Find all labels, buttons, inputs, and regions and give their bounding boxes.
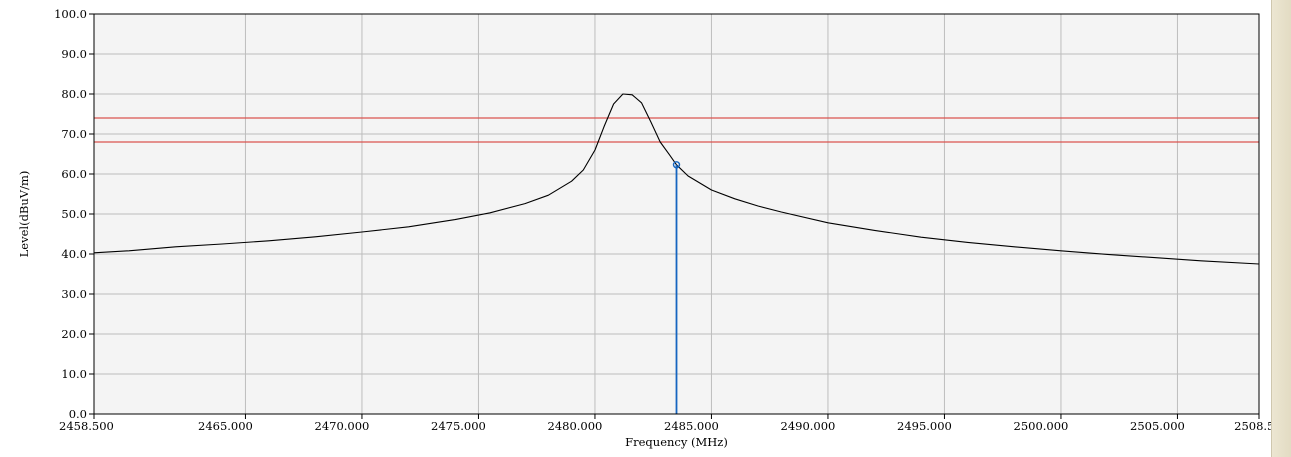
y-axis-title: Level(dBuV/m) [17,171,31,258]
y-tick-label: 50.0 [61,207,87,221]
y-tick-label: 70.0 [61,127,87,141]
limit-lines-layer [94,117,1259,143]
marker-layer[interactable] [672,161,681,414]
spectrum-trace [93,93,1260,265]
y-tick-label: 10.0 [61,367,87,381]
y-tick-label: 0.0 [69,407,87,421]
window-side-strip [1271,0,1291,457]
y-tick-label: 30.0 [61,287,87,301]
x-tick-label: 2495.000 [897,419,952,433]
axis-layer: 0.0 10.0 20.0 30.0 40.0 50.0 60.0 70.0 80.0 90.0 1… [54,7,1289,433]
x-tick-label: 2505.000 [1130,419,1185,433]
y-tick-label: 60.0 [61,167,87,181]
x-tick-label: 2485.000 [664,419,719,433]
x-tick-label: 2500.000 [1014,419,1069,433]
x-tick-label: 2490.000 [781,419,836,433]
x-tick-label: 2470.000 [315,419,370,433]
x-tick-label: 2475.000 [431,419,486,433]
x-tick-label: 2480.000 [548,419,603,433]
x-tick-label: 2458.500 [59,419,114,433]
y-tick-label: 90.0 [61,47,87,61]
x-axis-title: Frequency (MHz) [625,435,728,449]
marker-point[interactable] [672,161,681,169]
y-tick-label: 20.0 [61,327,87,341]
y-tick-label: 100.0 [54,7,87,21]
x-tick-label: 2465.000 [198,419,253,433]
series-layer [93,93,1260,265]
y-tick-label: 40.0 [61,247,87,261]
y-tick-label: 80.0 [61,87,87,101]
